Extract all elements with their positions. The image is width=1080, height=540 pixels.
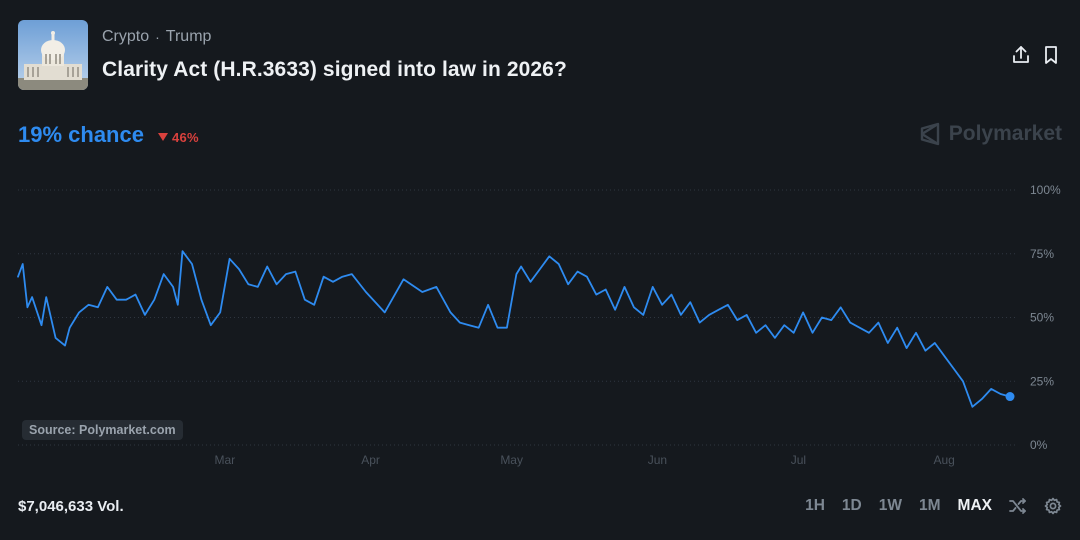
time-range-selector: 1H 1D 1W 1M MAX xyxy=(805,497,1062,515)
header-actions xyxy=(1012,44,1060,66)
caret-down-icon xyxy=(157,133,168,141)
breadcrumb-tag[interactable]: Trump xyxy=(165,28,212,45)
y-tick-label: 75% xyxy=(1030,247,1054,261)
polymarket-logo-icon xyxy=(920,122,939,146)
change-indicator: 46% xyxy=(157,130,199,145)
price-chart: 0% 25% 50% 75% 100% Mar Apr May Jun Jul Aug xyxy=(17,183,1061,467)
x-tick-label: Aug xyxy=(934,453,955,467)
y-axis-labels: 0% 25% 50% 75% 100% xyxy=(1030,183,1061,452)
chart-series xyxy=(17,250,1015,408)
shuffle-icon[interactable] xyxy=(1009,497,1027,515)
breadcrumb-separator: · xyxy=(155,29,160,45)
chart-gridlines xyxy=(18,189,1018,446)
y-tick-label: 100% xyxy=(1030,183,1061,197)
y-tick-label: 25% xyxy=(1030,374,1054,388)
volume-label: $7,046,633 Vol. xyxy=(18,498,124,515)
change-value: 46% xyxy=(171,130,199,145)
market-title: Clarity Act (H.R.3633) signed into law i… xyxy=(102,58,567,81)
latest-point-marker xyxy=(1005,392,1015,402)
brand-watermark: Polymarket xyxy=(919,122,1062,146)
source-label: Source: Polymarket.com xyxy=(22,420,183,440)
x-tick-label: Mar xyxy=(215,453,236,467)
brand-name: Polymarket xyxy=(948,122,1062,145)
breadcrumb-category[interactable]: Crypto xyxy=(102,28,150,45)
settings-icon[interactable] xyxy=(1044,497,1062,515)
y-tick-label: 50% xyxy=(1030,311,1054,325)
range-1d[interactable]: 1D xyxy=(841,497,862,514)
capitol-image xyxy=(18,20,88,90)
range-1w[interactable]: 1W xyxy=(878,497,902,514)
x-axis-labels: Mar Apr May Jun Jul Aug xyxy=(215,453,955,467)
x-tick-label: Jun xyxy=(648,453,667,467)
market-thumbnail xyxy=(18,20,88,90)
range-max[interactable]: MAX xyxy=(957,497,992,514)
x-tick-label: Apr xyxy=(361,453,380,467)
x-tick-label: Jul xyxy=(791,453,806,467)
x-tick-label: May xyxy=(500,453,523,467)
share-icon[interactable] xyxy=(1012,44,1030,66)
y-tick-label: 0% xyxy=(1030,438,1048,452)
chance-value: 19% chance xyxy=(18,122,144,147)
range-1m[interactable]: 1M xyxy=(919,497,941,514)
range-1h[interactable]: 1H xyxy=(805,497,825,514)
probability-summary: 19% chance 46% xyxy=(18,122,199,148)
series-line xyxy=(17,250,1011,408)
breadcrumb: Crypto · Trump xyxy=(102,28,211,46)
bookmark-icon[interactable] xyxy=(1042,44,1060,66)
